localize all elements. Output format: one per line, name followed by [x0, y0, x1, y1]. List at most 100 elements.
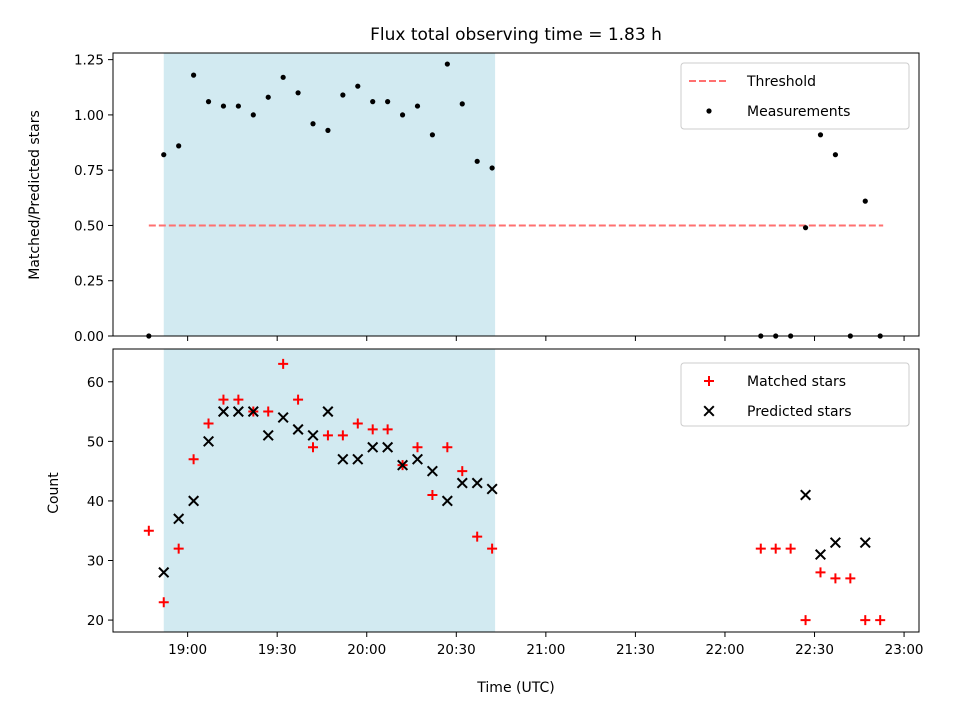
legend-box: [680, 362, 910, 427]
measurements-point: [265, 94, 271, 100]
measurements-point: [370, 99, 376, 105]
legend-label: Measurements: [747, 104, 850, 120]
measurements-point: [414, 103, 421, 109]
chart-title: Flux total observing time = 1.83 h: [370, 25, 662, 45]
legend-marker: [703, 405, 715, 417]
measurements-point: [355, 83, 361, 89]
x-tick-label: 20:00: [347, 642, 386, 658]
matched-stars-point: [785, 543, 796, 554]
matched-stars-point: [800, 615, 811, 626]
measurements-point: [489, 165, 495, 171]
x-tick-label: 22:30: [795, 642, 834, 658]
predicted-stars-point: [441, 495, 453, 507]
matched-stars-point: [293, 394, 304, 405]
matched-stars-point: [860, 615, 871, 626]
measurements-point: [325, 127, 331, 133]
measurements-point: [474, 158, 480, 164]
matched-stars-point: [218, 394, 229, 405]
measurements-point: [444, 61, 450, 67]
predicted-stars-point: [158, 566, 170, 578]
measurements-point: [802, 225, 809, 231]
matched-stars-point: [755, 543, 766, 554]
predicted-stars-point: [456, 477, 468, 489]
matched-stars-point: [770, 543, 781, 554]
legend-box: [680, 62, 910, 130]
predicted-stars-point: [277, 412, 289, 424]
predicted-stars-point: [173, 513, 185, 525]
x-tick-label: 22:00: [706, 642, 745, 658]
predicted-stars-point: [307, 429, 319, 441]
y-tick-label: 1.00: [74, 108, 104, 124]
matched-stars-point: [308, 442, 319, 453]
x-tick-label: 20:30: [437, 642, 476, 658]
y-tick-label: 1.25: [74, 53, 104, 69]
x-tick-label: 19:00: [168, 642, 207, 658]
predicted-stars-point: [262, 429, 274, 441]
matched-stars-point: [233, 394, 244, 405]
matched-stars-point: [278, 358, 289, 369]
count-y-axis-label: Count: [46, 472, 62, 514]
predicted-stars-point: [217, 406, 229, 418]
predicted-stars-point: [411, 453, 423, 465]
predicted-stars-point: [859, 537, 871, 549]
y-tick-label: 40: [87, 494, 104, 510]
predicted-stars-point: [367, 441, 379, 453]
predicted-stars-point: [471, 477, 483, 489]
matched-stars-point: [487, 543, 498, 554]
predicted-stars-point: [829, 537, 841, 549]
x-tick-label: 21:30: [616, 642, 655, 658]
matched-stars-point: [367, 424, 378, 435]
matched-stars-point: [412, 442, 423, 453]
observing-span: [163, 53, 496, 336]
matched-stars-point: [457, 466, 468, 477]
matched-stars-point: [263, 406, 274, 417]
count-panel: Time (UTC) Count 19:00 19:30 20:00 20:30 21:…: [46, 348, 924, 696]
predicted-stars-point: [814, 549, 826, 561]
ratio-plot-frame: [112, 52, 920, 337]
y-tick-label: 0.25: [74, 274, 104, 290]
predicted-stars-point: [382, 441, 394, 453]
measurements-point: [832, 152, 839, 158]
measurements-point: [340, 92, 346, 98]
matched-stars-point: [382, 424, 393, 435]
y-tick-label: 0.50: [74, 218, 104, 234]
measurements-point: [161, 152, 167, 158]
matched-stars-point: [830, 573, 841, 584]
legend-label: Matched stars: [747, 374, 846, 390]
predicted-stars-point: [397, 459, 409, 471]
y-tick-label: 0.75: [74, 163, 104, 179]
x-tick-label: 19:30: [258, 642, 297, 658]
matched-stars-point: [875, 615, 886, 626]
legend-marker: [706, 108, 712, 114]
measurements-point: [250, 112, 256, 118]
measurements-point: [235, 103, 241, 109]
predicted-stars-point: [247, 406, 259, 418]
matched-stars-point: [203, 418, 214, 429]
matched-stars-point: [337, 430, 348, 441]
observing-span: [163, 349, 496, 632]
measurements-point: [385, 99, 391, 105]
measurements-point: [280, 74, 286, 80]
matched-stars-point: [845, 573, 856, 584]
measurements-point: [220, 103, 227, 109]
predicted-stars-point: [188, 495, 200, 507]
predicted-stars-point: [352, 453, 364, 465]
matched-stars-point: [143, 525, 154, 536]
predicted-stars-point: [203, 435, 215, 447]
count-plot-frame: [112, 348, 920, 633]
matched-stars-point: [472, 531, 483, 542]
predicted-stars-point: [292, 423, 304, 435]
ratio-y-axis-label: Matched/Predicted stars: [27, 110, 43, 280]
matched-stars-point: [173, 543, 184, 554]
matched-stars-point: [442, 442, 453, 453]
measurements-point: [862, 198, 868, 204]
predicted-stars-point: [426, 465, 438, 477]
legend-label: Threshold: [746, 74, 816, 90]
measurements-point: [399, 112, 406, 118]
matched-stars-point: [188, 454, 199, 465]
predicted-stars-point: [486, 483, 498, 495]
predicted-stars-point: [322, 406, 334, 418]
predicted-stars-point: [800, 489, 812, 501]
measurements-point: [191, 72, 197, 78]
